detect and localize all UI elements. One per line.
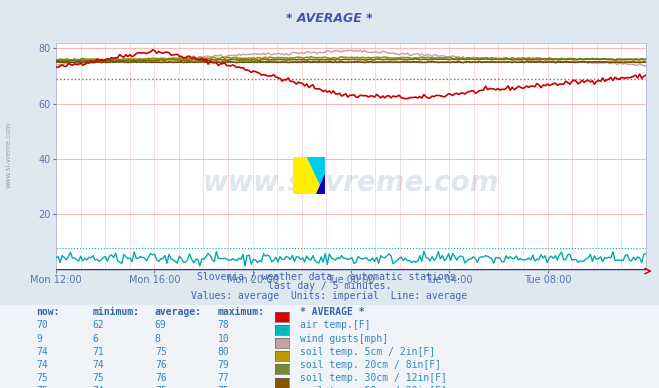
Text: * AVERAGE *: * AVERAGE * [286,12,373,26]
Text: 78: 78 [217,320,229,331]
Text: 62: 62 [92,320,104,331]
Text: 80: 80 [217,347,229,357]
Text: 74: 74 [92,386,104,388]
Text: soil temp. 50cm / 20in[F]: soil temp. 50cm / 20in[F] [300,386,447,388]
Text: 70: 70 [36,320,48,331]
Text: last day / 5 minutes.: last day / 5 minutes. [268,281,391,291]
Text: 69: 69 [155,320,167,331]
Text: 75: 75 [217,386,229,388]
Text: 74: 74 [36,360,48,370]
Text: 79: 79 [217,360,229,370]
Text: www.si-vreme.com: www.si-vreme.com [5,122,12,188]
Text: 71: 71 [92,347,104,357]
Text: 74: 74 [36,347,48,357]
Polygon shape [293,157,325,194]
Text: soil temp. 5cm / 2in[F]: soil temp. 5cm / 2in[F] [300,347,435,357]
Text: 75: 75 [36,386,48,388]
Text: wind gusts[mph]: wind gusts[mph] [300,334,388,344]
Text: air temp.[F]: air temp.[F] [300,320,370,331]
Text: average:: average: [155,307,202,317]
Text: 10: 10 [217,334,229,344]
Text: soil temp. 20cm / 8in[F]: soil temp. 20cm / 8in[F] [300,360,441,370]
Text: soil temp. 30cm / 12in[F]: soil temp. 30cm / 12in[F] [300,373,447,383]
Text: 76: 76 [155,360,167,370]
Text: www.si-vreme.com: www.si-vreme.com [203,170,499,197]
Text: 77: 77 [217,373,229,383]
Polygon shape [308,157,325,194]
Text: 6: 6 [92,334,98,344]
Text: * AVERAGE *: * AVERAGE * [300,307,364,317]
Text: Slovenia / weather data - automatic stations.: Slovenia / weather data - automatic stat… [197,272,462,282]
Text: 8: 8 [155,334,161,344]
Text: minimum:: minimum: [92,307,139,317]
Text: maximum:: maximum: [217,307,264,317]
Text: 76: 76 [155,373,167,383]
Text: 9: 9 [36,334,42,344]
Polygon shape [316,174,325,194]
Text: 74: 74 [92,360,104,370]
Text: 75: 75 [92,373,104,383]
Text: 75: 75 [36,373,48,383]
Text: Values: average  Units: imperial  Line: average: Values: average Units: imperial Line: av… [191,291,468,301]
Text: now:: now: [36,307,60,317]
Text: 75: 75 [155,347,167,357]
Text: 75: 75 [155,386,167,388]
